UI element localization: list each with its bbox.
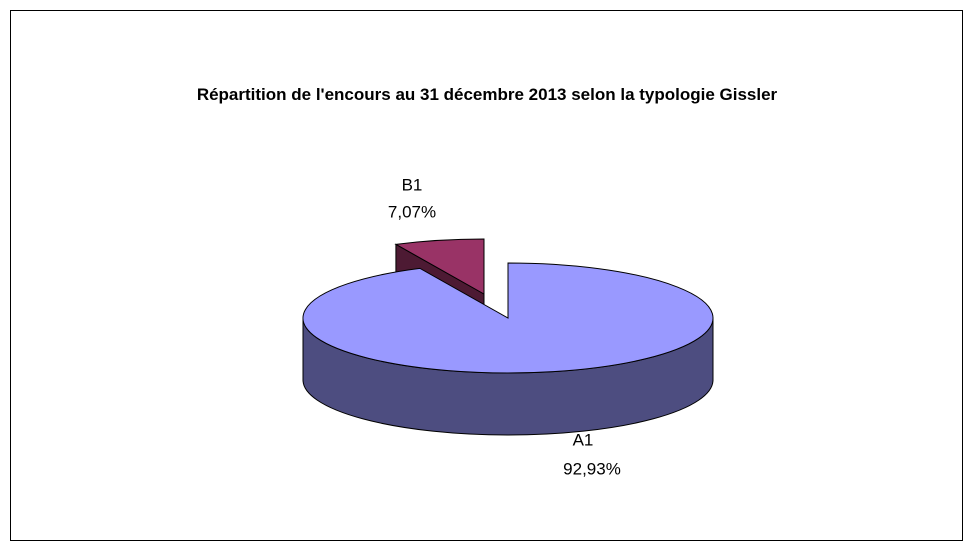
pie-slice — [302, 262, 714, 374]
value-label: 92,93% — [563, 459, 621, 478]
category-label: A1 — [573, 430, 594, 449]
chart-title: Répartition de l'encours au 31 décembre … — [196, 85, 778, 104]
value-label: 7,07% — [388, 202, 436, 221]
category-label: B1 — [402, 175, 423, 194]
pie-slice — [394, 238, 485, 295]
chart-border — [10, 10, 963, 541]
